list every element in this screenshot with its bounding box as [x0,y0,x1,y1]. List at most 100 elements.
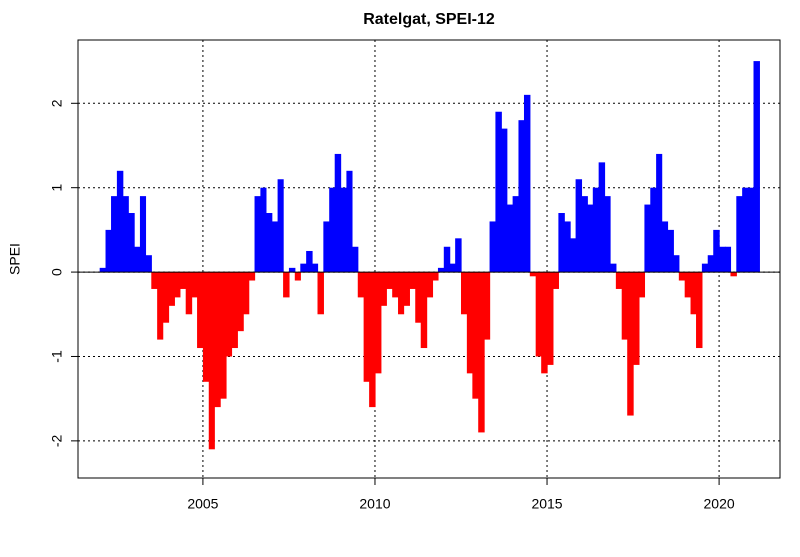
bar [615,272,623,289]
bar [518,120,525,273]
bar [437,267,445,273]
bar [197,272,204,349]
bar [713,229,720,273]
bar [208,272,215,450]
bar [312,263,319,273]
bar [478,272,485,433]
bar [99,267,107,273]
bar [604,196,611,273]
bar [334,153,342,273]
bar [346,170,353,273]
bar [558,213,565,273]
x-tick-label: 2020 [704,496,735,512]
bar [415,272,422,323]
bar [174,272,181,298]
bar [288,267,296,273]
bar [432,272,439,281]
bar [260,187,267,273]
chart-title: Ratelgat, SPEI-12 [363,11,495,28]
bar [111,196,118,273]
bar [283,272,290,298]
bar [134,246,141,273]
bar [581,196,588,273]
bar [179,272,187,289]
bar [386,272,393,289]
bar [128,213,135,273]
bar [157,272,164,340]
bar [610,263,617,273]
bar [254,196,261,273]
bar [592,187,600,273]
bar [363,272,370,382]
bar [323,221,330,273]
bar [214,272,221,408]
bar [300,263,307,273]
bar [426,272,434,298]
bar [271,221,279,273]
y-axis-label: SPEI [7,243,23,275]
bar [202,272,210,382]
bar [564,221,571,273]
bar [357,272,365,298]
bar [306,250,313,273]
bar [489,221,497,273]
x-tick-label: 2005 [187,496,218,512]
bar [231,272,238,349]
bar [168,272,175,306]
bar [392,272,399,298]
bar [678,272,686,281]
bar [420,272,428,349]
y-tick-label: 2 [49,99,65,107]
bar [248,272,256,281]
bar [656,153,663,273]
bar [541,272,548,374]
bar [512,196,520,273]
bar [277,179,284,273]
bar [495,111,502,273]
bar [661,221,669,273]
bar [243,272,250,315]
y-tick-label: 1 [49,184,65,192]
bar [220,272,227,399]
bar [443,246,451,273]
bar [185,272,193,315]
bar [552,272,559,289]
bar [265,213,273,273]
bar [369,272,376,408]
bar [736,196,743,273]
bar [742,187,749,273]
bar [351,246,359,273]
bar [650,187,657,273]
bar [638,272,646,298]
bar [398,272,405,315]
bar [719,246,726,273]
bar [701,263,709,273]
bar [472,272,479,399]
bar [598,162,606,273]
bar [461,272,468,315]
bar [162,272,170,323]
bar [380,272,387,306]
bar [116,170,124,273]
bar [673,255,680,273]
bar [627,272,634,416]
bar [294,272,301,281]
bar [667,229,674,273]
x-tick-label: 2010 [359,496,390,512]
bar [570,238,577,273]
bar [317,272,324,315]
bar [696,272,703,349]
bar [409,272,416,289]
bar [374,272,382,374]
bar [621,272,628,340]
bar [730,272,737,277]
bar [707,255,714,273]
bar [633,272,640,365]
bar [122,196,129,273]
bar [523,94,531,273]
bar [403,272,410,306]
bar [535,272,542,357]
bar [753,61,760,273]
bar [449,263,456,273]
bar [644,204,651,273]
